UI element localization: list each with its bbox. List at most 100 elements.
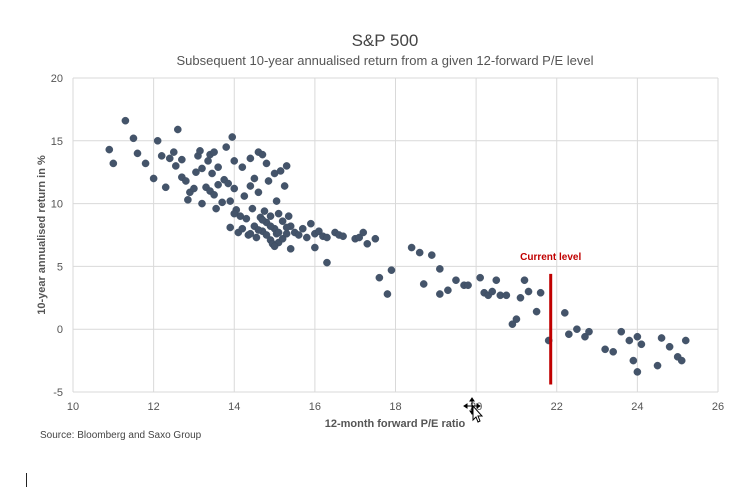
data-point xyxy=(214,180,222,189)
data-point xyxy=(262,231,271,239)
x-tick-label: 26 xyxy=(712,401,724,413)
data-point xyxy=(278,234,287,243)
data-point xyxy=(476,273,484,282)
data-point xyxy=(524,287,533,296)
data-point xyxy=(192,168,200,176)
data-point xyxy=(258,216,267,224)
data-point xyxy=(407,243,416,252)
data-point xyxy=(238,163,247,171)
data-point xyxy=(311,243,319,252)
data-point xyxy=(629,356,638,365)
data-point xyxy=(218,198,226,207)
chart-subtitle: Subsequent 10-year annualised return fro… xyxy=(177,53,594,68)
data-point xyxy=(171,162,180,170)
data-point xyxy=(254,226,263,234)
data-point xyxy=(653,361,662,370)
data-point xyxy=(278,217,287,225)
data-point xyxy=(254,188,263,197)
data-point xyxy=(375,273,384,282)
data-point xyxy=(633,332,642,341)
data-point xyxy=(452,276,460,285)
data-point xyxy=(427,251,436,259)
data-point xyxy=(387,266,396,274)
data-point xyxy=(266,222,275,231)
x-tick-label: 18 xyxy=(389,401,401,413)
data-point xyxy=(444,286,452,295)
data-point xyxy=(323,233,331,242)
data-point xyxy=(633,368,642,376)
data-point xyxy=(298,224,307,233)
data-point xyxy=(363,239,372,248)
data-point xyxy=(109,159,118,168)
data-point xyxy=(133,149,142,158)
data-point xyxy=(230,184,239,193)
data-point xyxy=(178,155,186,164)
data-point xyxy=(196,147,204,155)
data-point xyxy=(464,281,472,290)
data-point xyxy=(161,183,170,192)
data-point xyxy=(508,320,517,328)
data-point xyxy=(226,197,235,205)
data-point xyxy=(502,291,511,300)
data-point xyxy=(520,276,529,285)
data-point xyxy=(157,152,166,160)
data-point xyxy=(436,290,444,298)
data-point xyxy=(665,342,674,351)
data-point xyxy=(436,265,444,273)
scatter-points xyxy=(105,116,690,376)
data-point xyxy=(355,233,364,242)
data-point xyxy=(585,327,593,336)
data-point xyxy=(601,345,609,354)
data-point xyxy=(153,136,162,145)
data-point xyxy=(246,182,255,190)
data-point xyxy=(536,288,545,297)
data-point xyxy=(258,150,267,159)
data-point xyxy=(323,258,331,267)
data-point xyxy=(266,212,275,220)
data-point xyxy=(282,223,291,232)
data-point xyxy=(359,228,368,237)
data-point xyxy=(284,212,293,220)
data-point xyxy=(182,177,190,185)
data-point xyxy=(573,325,581,334)
data-point xyxy=(174,125,182,134)
data-point xyxy=(246,229,255,238)
data-point xyxy=(141,159,150,168)
data-point xyxy=(303,233,311,242)
x-axis-title: 12-month forward P/E ratio xyxy=(325,418,466,430)
data-point xyxy=(260,207,269,215)
x-tick-label: 16 xyxy=(309,401,321,413)
data-point xyxy=(492,276,501,285)
data-point xyxy=(129,134,138,143)
data-point xyxy=(516,293,525,302)
chart-title: S&P 500 xyxy=(352,31,419,50)
data-point xyxy=(282,162,291,170)
data-point xyxy=(248,204,257,213)
data-point xyxy=(272,197,281,205)
data-point xyxy=(419,280,428,288)
data-point xyxy=(230,157,239,165)
x-tick-label: 12 xyxy=(148,401,160,413)
data-point xyxy=(280,182,289,190)
data-point xyxy=(532,307,541,316)
grid xyxy=(72,77,719,393)
data-point xyxy=(383,290,392,298)
data-point xyxy=(561,309,569,317)
data-point xyxy=(264,177,273,185)
data-point xyxy=(637,340,646,349)
data-point xyxy=(609,348,617,356)
data-point xyxy=(226,223,235,232)
data-point xyxy=(149,174,158,183)
y-axis-title: 10-year annualised return in % xyxy=(36,155,48,315)
data-point xyxy=(294,231,303,239)
data-point xyxy=(121,116,130,125)
data-point xyxy=(415,248,424,257)
data-point xyxy=(681,336,690,345)
data-point xyxy=(230,209,239,218)
y-tick-label: 10 xyxy=(51,199,63,211)
data-point xyxy=(657,334,666,342)
data-point xyxy=(371,234,380,243)
data-point xyxy=(274,209,283,218)
